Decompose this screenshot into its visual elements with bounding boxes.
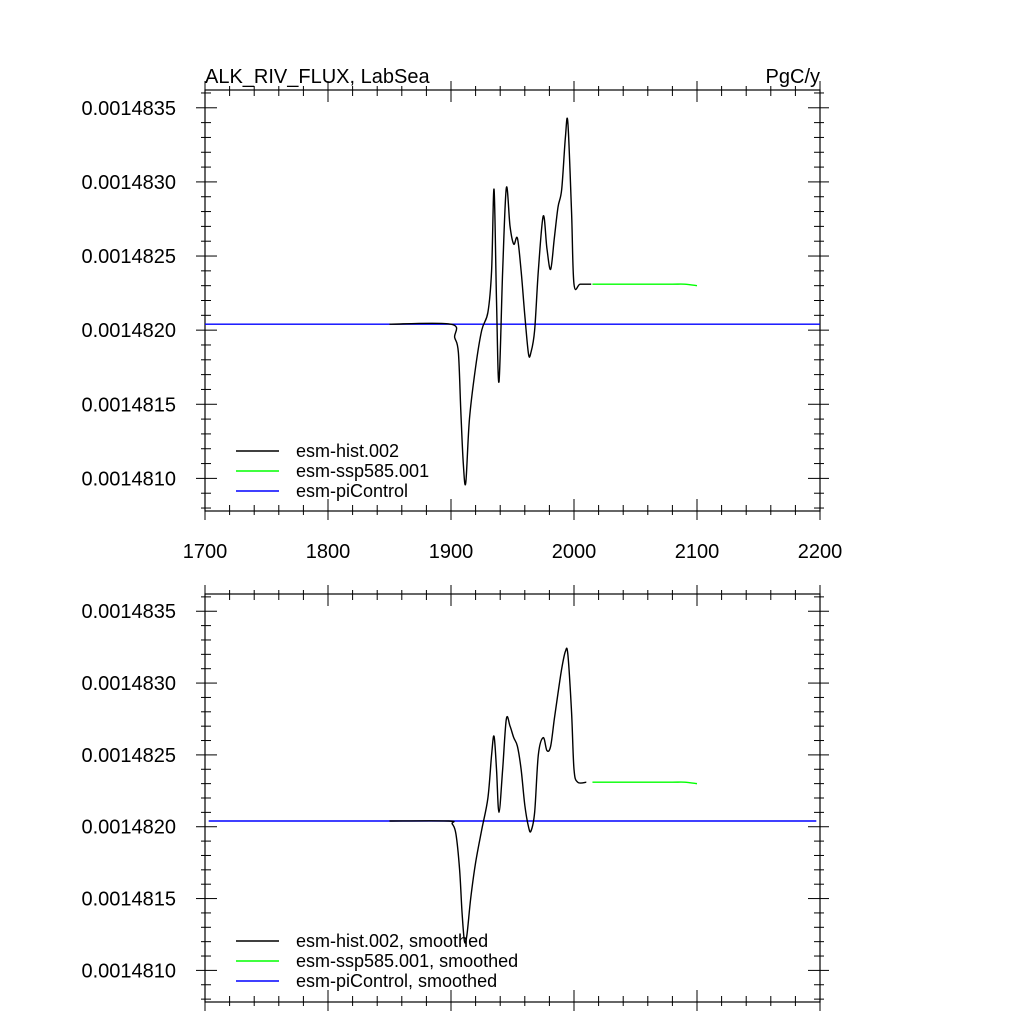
y-tick-label: 0.0014820 [81, 817, 176, 839]
series-line-2 [592, 781, 698, 785]
y-tick-label: 0.0014815 [81, 889, 176, 911]
y-tick-label: 0.0014815 [81, 394, 176, 416]
y-tick-label: 0.0014825 [81, 246, 176, 268]
legend-label: esm-hist.002 [296, 441, 399, 461]
y-tick-label: 0.0014830 [81, 673, 176, 695]
series-line-2 [592, 283, 698, 287]
chart-title-right: PgC/y [766, 66, 820, 88]
legend-label: esm-piControl, smoothed [296, 971, 497, 991]
x-tick-label: 1900 [429, 541, 474, 563]
y-tick-label: 0.0014820 [81, 320, 176, 342]
chart-title-left: ALK_RIV_FLUX, LabSea [205, 66, 430, 88]
y-tick-label: 0.0014835 [81, 98, 176, 120]
legend-label: esm-piControl [296, 481, 408, 501]
y-tick-label: 0.0014810 [81, 960, 176, 982]
chart-panel-2: 0.0014810 0.0014815 0.0014820 0.0014825 0.00… [81, 585, 829, 1011]
x-tick-label: 2000 [552, 541, 597, 563]
legend-label: esm-hist.002, smoothed [296, 931, 488, 951]
y-tick-label: 0.0014810 [81, 468, 176, 490]
x-tick-label: 1700 [183, 541, 228, 563]
legend-label: esm-ssp585.001 [296, 461, 429, 481]
x-tick-label: 2200 [798, 541, 843, 563]
legend-label: esm-ssp585.001, smoothed [296, 951, 518, 971]
chart-panel-1: 1700 1800 1900 2000 2100 2200 0.0014810 0.00148… [81, 66, 842, 563]
y-tick-label: 0.0014830 [81, 172, 176, 194]
y-tick-label: 0.0014835 [81, 601, 176, 623]
y-tick-label: 0.0014825 [81, 745, 176, 767]
x-tick-label: 2100 [675, 541, 720, 563]
series-line-1 [389, 117, 592, 486]
x-tick-label: 1800 [306, 541, 351, 563]
series-line-1 [389, 647, 587, 944]
